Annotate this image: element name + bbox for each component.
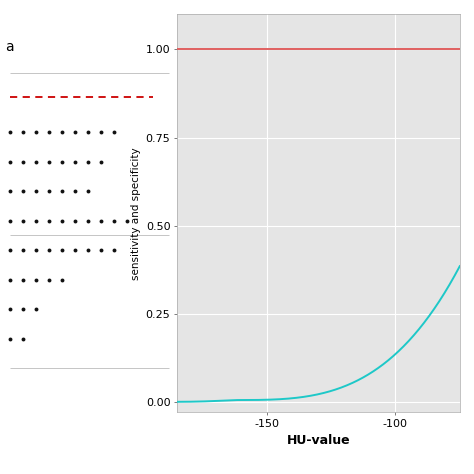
X-axis label: HU-value: HU-value xyxy=(286,434,350,447)
Text: a: a xyxy=(5,40,13,54)
Y-axis label: sensitivity and specificity: sensitivity and specificity xyxy=(131,147,141,280)
